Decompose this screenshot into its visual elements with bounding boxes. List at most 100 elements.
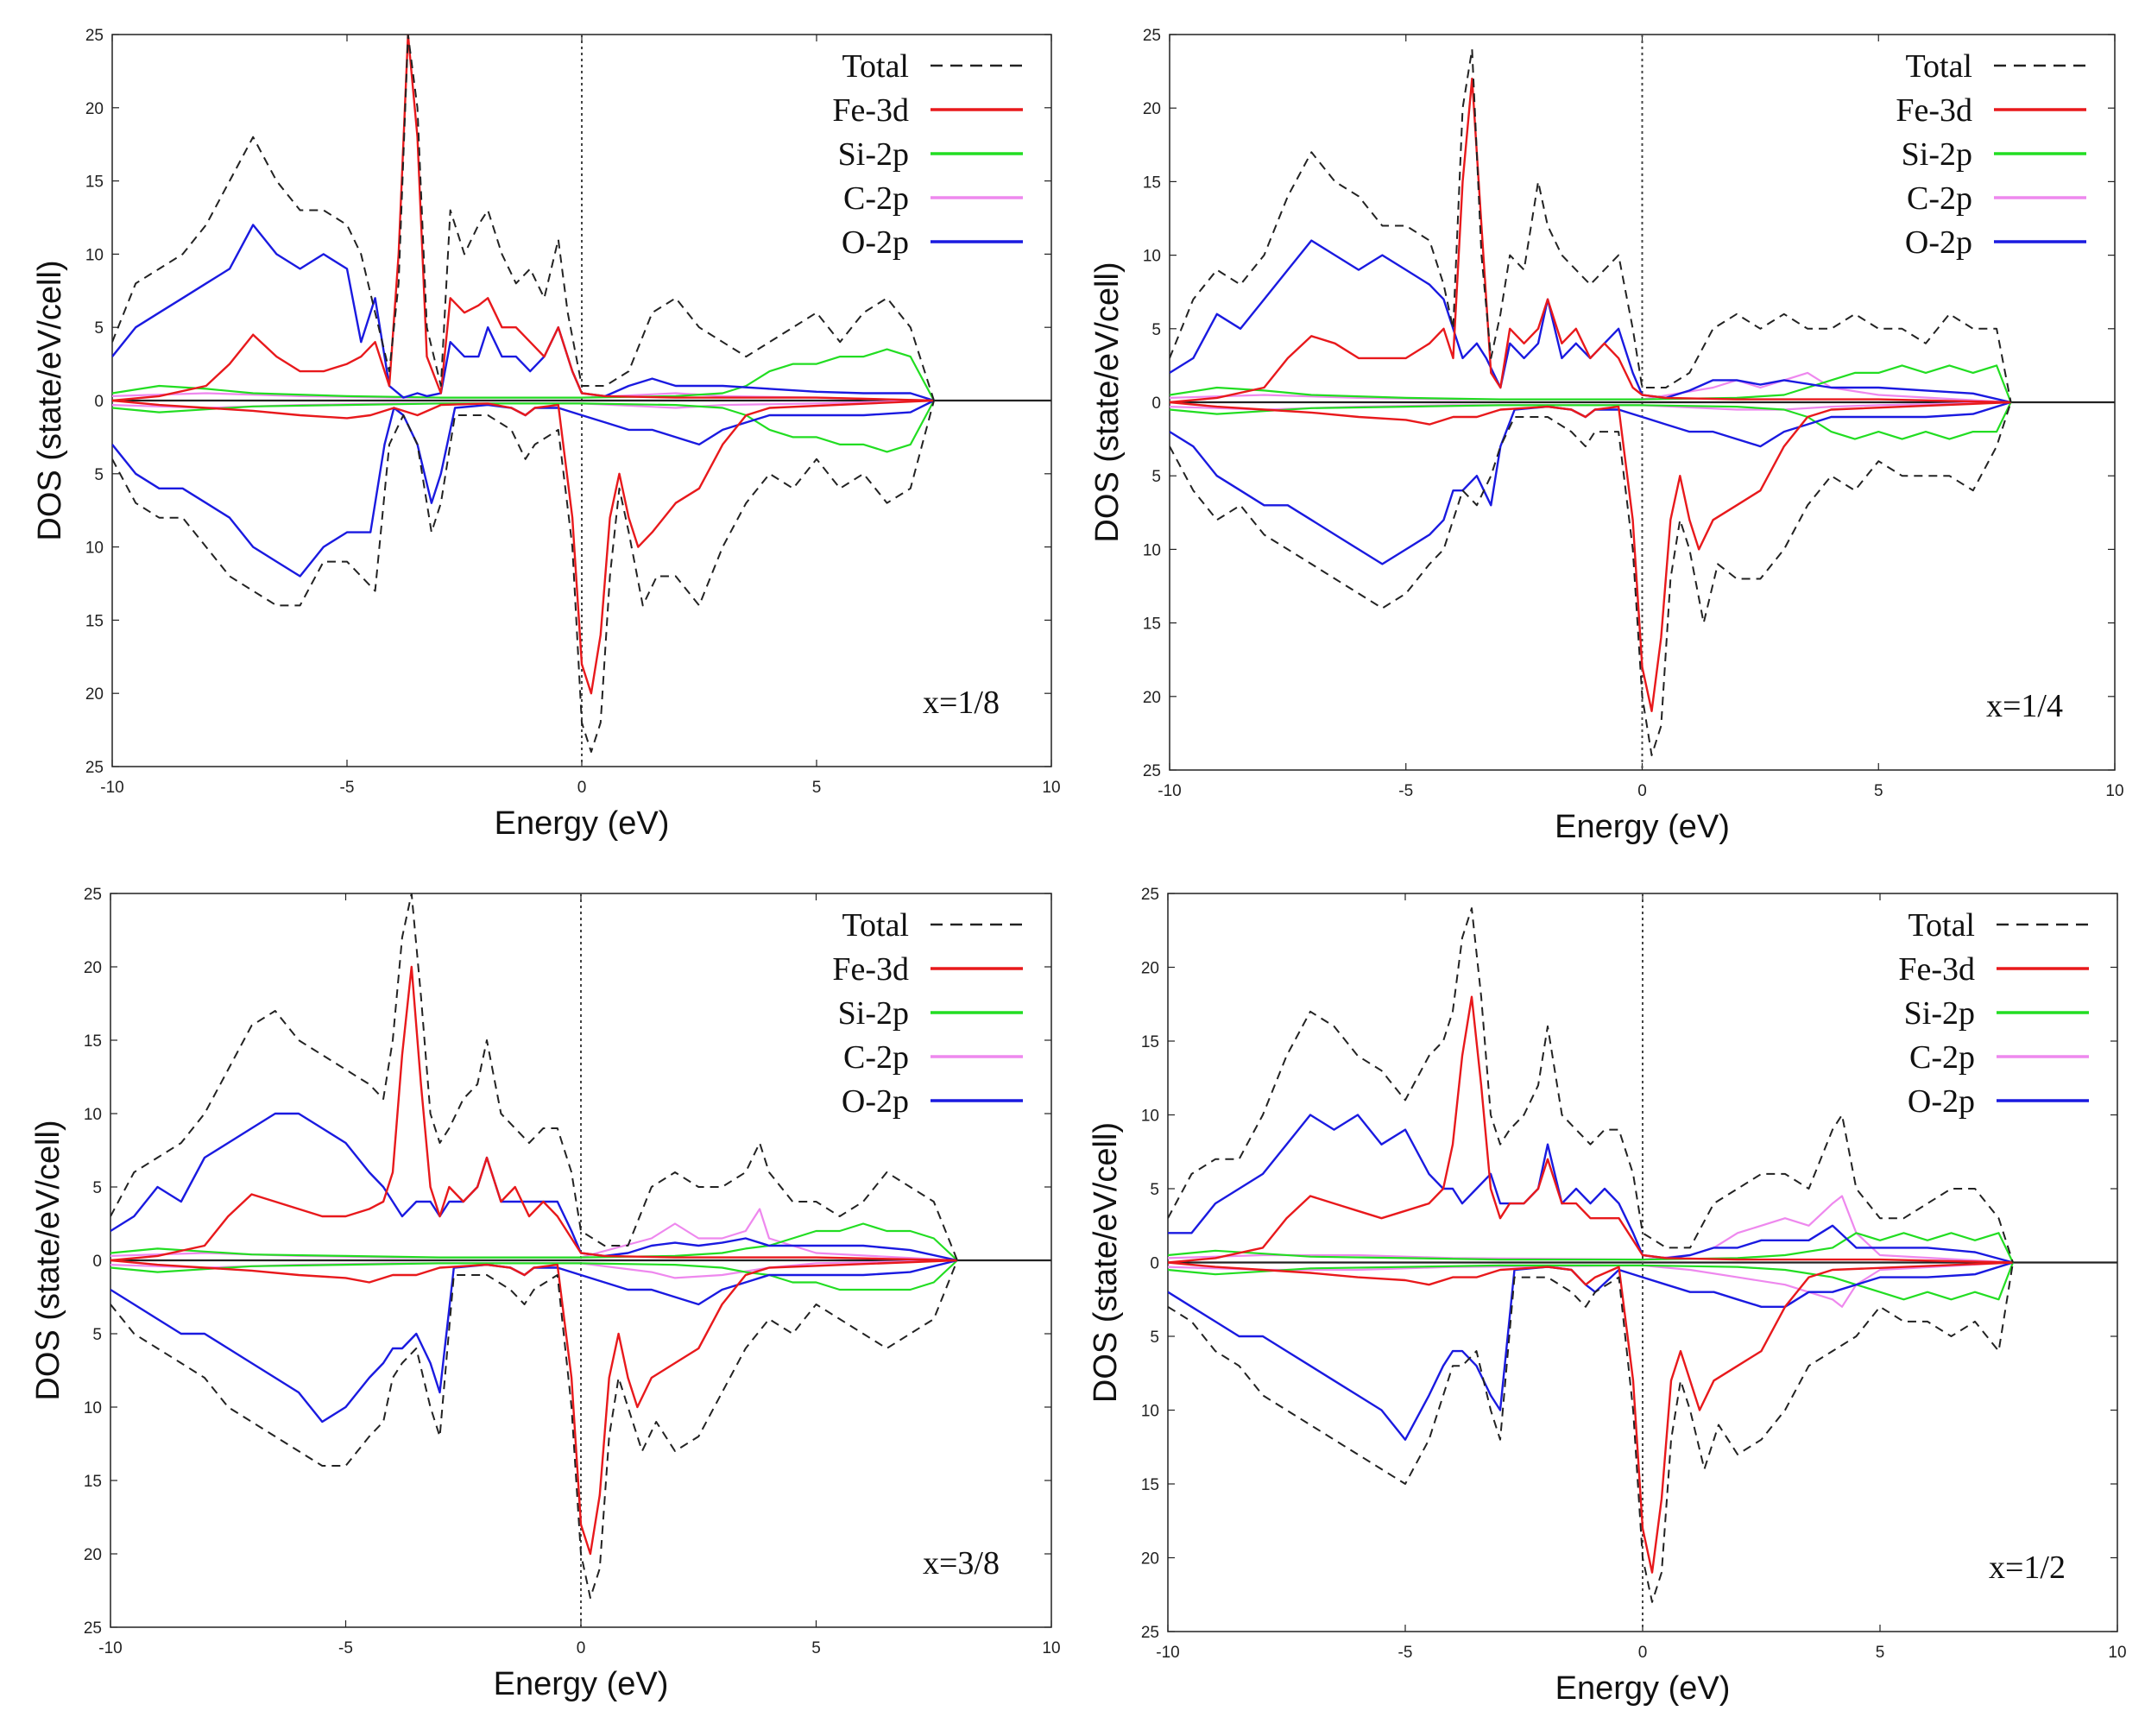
y-tick-label: 15 <box>1143 174 1161 192</box>
y-tick-label: 10 <box>84 1106 102 1124</box>
y-tick-label: 0 <box>94 393 104 411</box>
legend-label-si-2p: Si-2p <box>1904 995 1975 1032</box>
curves <box>1170 48 2012 756</box>
y-tick-label: 10 <box>84 1399 102 1417</box>
x-tick-label: 10 <box>1042 779 1060 797</box>
series-si-2p-up <box>112 348 935 401</box>
y-tick-label: 10 <box>1141 1403 1159 1421</box>
series-fe-3d-up <box>1170 77 2011 404</box>
series-fe-3d-down <box>112 399 935 695</box>
y-tick-label: 15 <box>84 1032 102 1051</box>
y-tick-label: 15 <box>1141 1033 1159 1051</box>
y-tick-label: 20 <box>85 685 104 704</box>
series-total-down <box>110 1259 958 1599</box>
panel-top-right: -10 -5 0 5 10 25 20 15 10 5 0 5 10 15 20 25 Total Fe-3d Si… <box>1089 27 2124 845</box>
legend-label-c-2p: C-2p <box>1909 1039 1975 1076</box>
y-tick-label: 10 <box>1143 541 1161 559</box>
legend-label-si-2p: Si-2p <box>838 136 909 173</box>
legend-label-o-2p: O-2p <box>1908 1083 1975 1120</box>
y-tick-label: 15 <box>1143 615 1161 634</box>
series-fe-3d-up <box>112 35 935 402</box>
y-tick-label: 25 <box>84 886 102 904</box>
x-axis-label: Energy (eV) <box>1555 1670 1731 1707</box>
y-tick-label: 15 <box>85 612 104 630</box>
x-tick-label: -10 <box>98 1639 122 1657</box>
x-tick-label: 10 <box>2108 1644 2126 1662</box>
series-o-2p-down <box>112 399 935 578</box>
x-tick-label: -5 <box>338 1639 353 1657</box>
y-tick-label: 25 <box>85 27 104 45</box>
x-tick-label: 10 <box>1042 1639 1060 1657</box>
legend-label-si-2p: Si-2p <box>1902 136 1972 173</box>
y-axis-label: DOS (state/eV/cell) <box>30 1120 66 1400</box>
series-total-up <box>110 893 958 1261</box>
concentration-label: x=1/4 <box>1986 688 2063 724</box>
panel-bottom-left: -10 -5 0 5 10 25 20 15 10 5 0 5 10 15 20 25 Total Fe-3d Si… <box>30 886 1061 1702</box>
series-fe-3d-down <box>110 1259 958 1556</box>
y-tick-label: 5 <box>94 466 104 484</box>
y-tick-label: 5 <box>1151 468 1161 486</box>
x-tick-label: 5 <box>812 779 822 797</box>
legend: Total Fe-3d Si-2p C-2p O-2p <box>1896 48 2086 261</box>
legend-label-si-2p: Si-2p <box>838 995 909 1032</box>
x-axis-label: Energy (eV) <box>494 1666 669 1702</box>
y-tick-label: 10 <box>1141 1108 1159 1126</box>
legend-label-c-2p: C-2p <box>843 1039 909 1076</box>
y-tick-label: 20 <box>1143 100 1161 118</box>
y-tick-label: 25 <box>1143 762 1161 780</box>
y-axis-label: DOS (state/eV/cell) <box>32 260 68 540</box>
panel-top-left: -10 -5 0 5 10 25 20 15 10 5 0 5 10 15 20 25 Total Fe-3d Si… <box>32 27 1061 842</box>
y-tick-label: 15 <box>85 174 104 192</box>
legend-label-c-2p: C-2p <box>843 180 909 217</box>
series-si-2p-down <box>1168 1262 2015 1301</box>
y-tick-label: 20 <box>84 1546 102 1564</box>
y-tick-label: 5 <box>1151 321 1161 339</box>
series-o-2p-up <box>1168 1114 2014 1264</box>
series-total-down <box>112 400 935 753</box>
x-tick-label: 0 <box>577 779 587 797</box>
x-axis-label: Energy (eV) <box>1555 809 1730 845</box>
y-tick-label: 15 <box>1141 1476 1159 1494</box>
legend-label-o-2p: O-2p <box>842 224 909 261</box>
y-tick-label: 20 <box>84 959 102 977</box>
series-c-2p-up <box>1168 1195 2014 1264</box>
y-tick-label: 10 <box>85 246 104 264</box>
y-tick-label: 25 <box>1141 1624 1159 1642</box>
legend: Total Fe-3d Si-2p C-2p O-2p <box>832 907 1023 1120</box>
x-tick-label: 5 <box>1874 782 1883 800</box>
y-tick-label: 25 <box>1143 27 1161 45</box>
y-tick-label: 25 <box>85 759 104 777</box>
x-tick-label: 5 <box>1876 1644 1885 1662</box>
series-fe-3d-down <box>1170 401 2011 712</box>
x-tick-label: 5 <box>811 1639 821 1657</box>
x-tick-label: -10 <box>100 779 123 797</box>
y-tick-label: 20 <box>1143 689 1161 707</box>
series-si-2p-up <box>110 1222 958 1261</box>
series-total-down <box>1170 401 2012 756</box>
concentration-label: x=3/8 <box>923 1545 1000 1581</box>
y-tick-label: 25 <box>1141 886 1159 904</box>
y-tick-label: 0 <box>1151 395 1161 413</box>
legend-label-total: Total <box>1905 48 1972 85</box>
legend-label-fe-3d: Fe-3d <box>832 92 909 129</box>
y-tick-label: 5 <box>94 319 104 338</box>
x-tick-label: -5 <box>1398 1644 1413 1662</box>
series-fe-3d-up <box>110 965 958 1262</box>
series-si-2p-up <box>1168 1232 2014 1263</box>
series-total-up <box>112 35 935 401</box>
series-o-2p-up <box>1170 239 2011 404</box>
x-tick-label: 10 <box>2105 782 2123 800</box>
series-total-down <box>1168 1262 2014 1603</box>
concentration-label: x=1/8 <box>923 685 1000 721</box>
legend-label-total: Total <box>1908 907 1975 944</box>
y-axis-label: DOS (state/eV/cell) <box>1088 1122 1124 1403</box>
y-tick-label: 0 <box>1150 1255 1159 1273</box>
curves <box>1168 907 2015 1603</box>
legend-label-fe-3d: Fe-3d <box>1898 951 1975 988</box>
x-axis-label: Energy (eV) <box>495 805 670 842</box>
legend-label-c-2p: C-2p <box>1907 180 1972 217</box>
legend-label-total: Total <box>842 48 909 85</box>
